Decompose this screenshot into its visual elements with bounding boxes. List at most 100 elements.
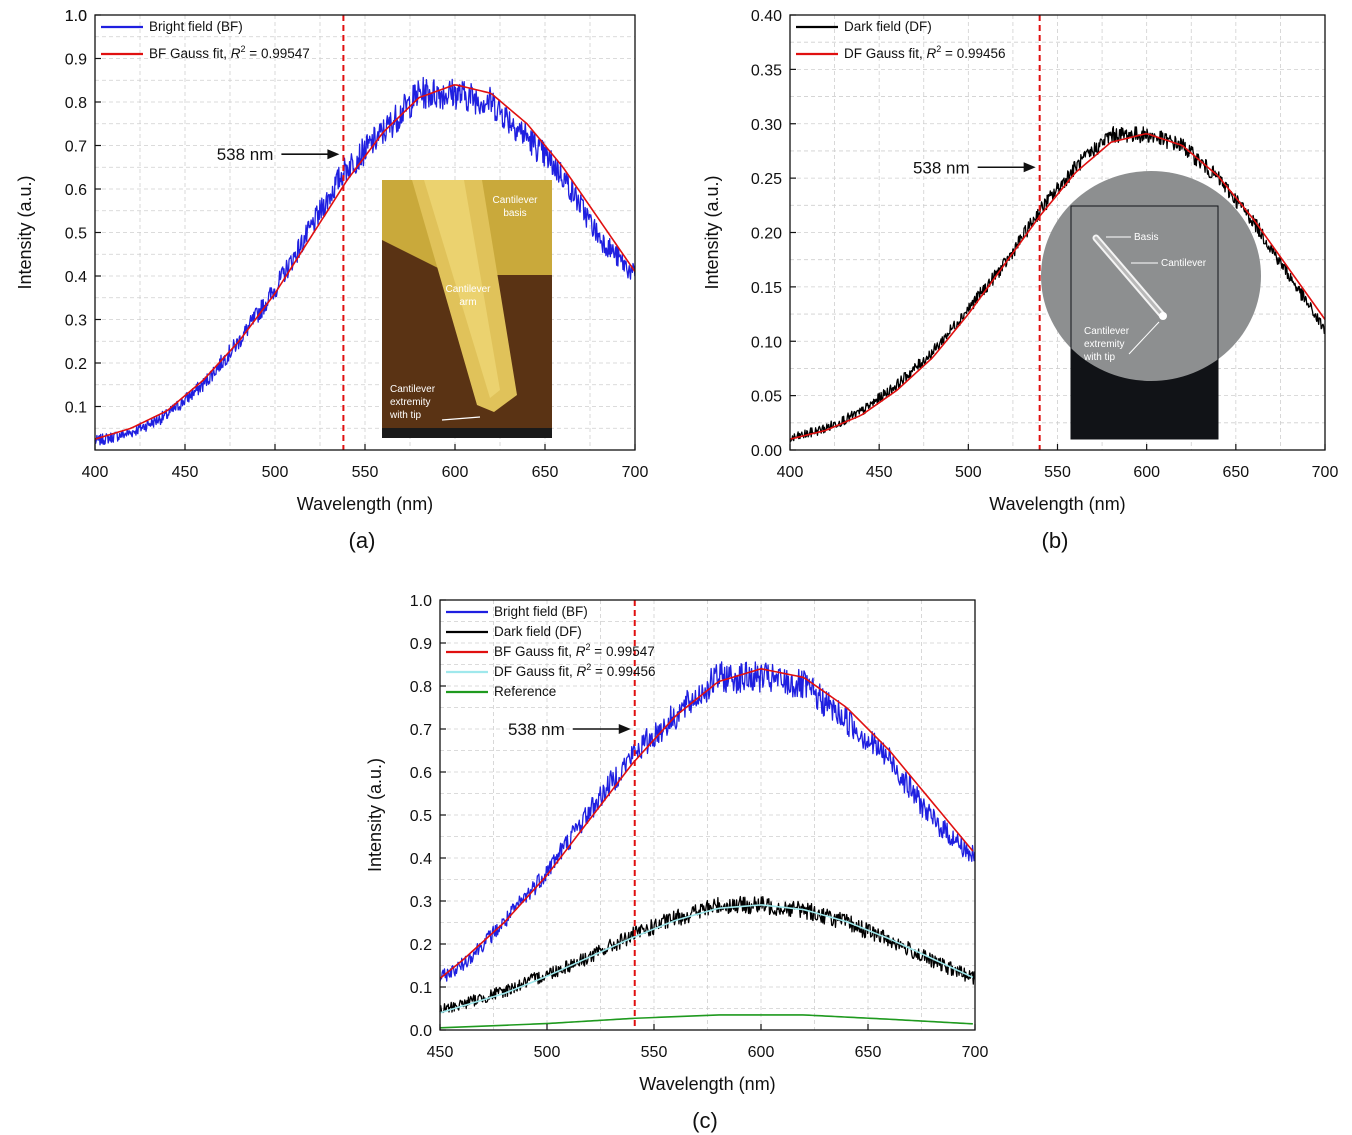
x-tick-label: 400 xyxy=(82,464,109,481)
inset-label: Cantilever xyxy=(390,384,436,395)
y-tick-label: 0.00 xyxy=(751,443,782,460)
legend-equals: = xyxy=(591,664,606,679)
x-tick-label: 450 xyxy=(172,464,199,481)
y-tick-label: 0.5 xyxy=(410,808,432,825)
y-tick-label: 0.4 xyxy=(65,269,87,286)
y-tick-label: 0.1 xyxy=(65,400,87,417)
x-tick-label: 650 xyxy=(532,464,559,481)
x-tick-label: 550 xyxy=(641,1044,668,1061)
legend-r-symbol: R xyxy=(927,46,937,61)
series-line-2 xyxy=(439,668,974,980)
inset-frame xyxy=(1070,205,1219,440)
wavelength-annotation: 538 nm xyxy=(217,145,340,164)
y-tick-label: 0.7 xyxy=(410,722,432,739)
y-tick-label: 0.8 xyxy=(410,679,432,696)
y-tick-label: 1.0 xyxy=(410,593,432,610)
legend-superscript: 2 xyxy=(586,662,591,672)
legend-superscript: 2 xyxy=(936,44,941,54)
grid xyxy=(94,14,636,451)
panel-label: (b) xyxy=(1042,528,1069,553)
legend-equals: = xyxy=(246,46,261,61)
legend-r-symbol: R xyxy=(577,664,587,679)
y-tick-label: 0.3 xyxy=(410,894,432,911)
x-axis-label: Wavelength (nm) xyxy=(639,1074,775,1094)
series-line-1 xyxy=(439,895,976,1014)
y-tick-label: 0.5 xyxy=(65,226,87,243)
y-tick-label: 0.2 xyxy=(410,937,432,954)
chart-panel-a: 400 450 500 550 600 650 700 0.1 0.2 0.3 0.4 0.5 0.6 0… xyxy=(15,8,648,553)
y-tick-label: 0.15 xyxy=(751,280,782,297)
inset-cantilever-core xyxy=(1094,236,1165,318)
inset-label: Cantilever xyxy=(1084,326,1130,337)
legend: Bright field (BF) BF Gauss fit, R2 = 0.99… xyxy=(101,19,310,61)
legend: Bright field (BF) Dark field (DF) BF Gauss… xyxy=(446,604,656,699)
legend-entry: DF Gauss fit, R2 = 0.99456 xyxy=(844,44,1006,61)
x-tick-label: 600 xyxy=(748,1044,775,1061)
chart-panel-c: 450 500 550 600 650 700 0.0 0.1 0.2 0.3 0.4 0.5 0.6 0… xyxy=(365,593,988,1133)
series-line-0 xyxy=(94,76,636,446)
legend-r2-value: 0.99456 xyxy=(957,46,1006,61)
series-line-4 xyxy=(439,1014,973,1029)
y-tick-label: 0.35 xyxy=(751,62,782,79)
legend-r2-value: 0.99456 xyxy=(607,664,656,679)
legend-entry: Dark field (DF) xyxy=(494,624,582,639)
y-tick-label: 0.05 xyxy=(751,389,782,406)
x-tick-label: 650 xyxy=(855,1044,882,1061)
inset-photo-cantilever: Cantilever basis Cantilever arm Cantilever ex… xyxy=(382,180,552,438)
inset-label: arm xyxy=(459,297,476,308)
y-tick-label: 0.0 xyxy=(410,1023,432,1040)
x-axis-label: Wavelength (nm) xyxy=(297,494,433,514)
legend-entry: Bright field (BF) xyxy=(149,19,243,34)
legend-r-symbol: R xyxy=(576,644,586,659)
inset-label: extremity xyxy=(390,397,431,408)
wavelength-annotation: 538 nm xyxy=(913,158,1036,177)
legend-r-symbol: R xyxy=(231,46,241,61)
x-axis-label: Wavelength (nm) xyxy=(989,494,1125,514)
wavelength-annotation: 538 nm xyxy=(508,720,631,739)
y-tick-label: 0.10 xyxy=(751,334,782,351)
legend-equals: = xyxy=(941,46,956,61)
x-tick-label: 500 xyxy=(262,464,289,481)
inset-arrow xyxy=(1128,321,1160,355)
legend-r2-value: 0.99547 xyxy=(606,644,655,659)
annotation-label: 538 nm xyxy=(508,720,565,739)
y-tick-label: 0.20 xyxy=(751,226,782,243)
y-tick-label: 0.4 xyxy=(410,851,432,868)
panel-label: (a) xyxy=(349,528,376,553)
legend-superscript: 2 xyxy=(586,642,591,652)
x-tick-label: 550 xyxy=(1044,464,1071,481)
series-line-3 xyxy=(439,904,974,1014)
y-tick-label: 0.30 xyxy=(751,117,782,134)
grid xyxy=(439,599,976,1031)
legend-entry: Bright field (BF) xyxy=(494,604,588,619)
x-tick-label: 600 xyxy=(1133,464,1160,481)
panel-label: (c) xyxy=(692,1108,718,1133)
annotation-label: 538 nm xyxy=(913,158,970,177)
y-axis-label: Intensity (a.u.) xyxy=(702,175,722,289)
inset-label: Basis xyxy=(1134,232,1158,243)
y-tick-label: 1.0 xyxy=(65,8,87,25)
legend-entry: DF Gauss fit, R2 = 0.99456 xyxy=(494,662,656,679)
legend-entry: Reference xyxy=(494,684,556,699)
annotation-label: 538 nm xyxy=(217,145,274,164)
legend-entry: BF Gauss fit, R2 = 0.99547 xyxy=(149,44,310,61)
y-tick-label: 0.7 xyxy=(65,139,87,156)
legend-entry: BF Gauss fit, R2 = 0.99547 xyxy=(494,642,655,659)
chart-panel-b: 400 450 500 550 600 650 700 0.00 0.05 0.10 0.15 0.2… xyxy=(702,8,1338,553)
y-tick-label: 0.40 xyxy=(751,8,782,25)
inset-bottom-edge xyxy=(382,428,552,438)
series-line-1 xyxy=(94,84,636,440)
x-tick-label: 700 xyxy=(962,1044,989,1061)
annotation-arrow-head xyxy=(1023,162,1036,173)
x-tick-label: 450 xyxy=(866,464,893,481)
y-tick-label: 0.2 xyxy=(65,356,87,373)
x-tick-label: 400 xyxy=(777,464,804,481)
inset-arrow xyxy=(441,416,481,421)
inset-photo-darkfield: Basis Cantilever Cantilever extremity with t… xyxy=(1041,171,1261,440)
y-tick-label: 0.3 xyxy=(65,313,87,330)
x-tick-label: 500 xyxy=(955,464,982,481)
x-tick-label: 600 xyxy=(442,464,469,481)
y-tick-label: 0.8 xyxy=(65,95,87,112)
x-tick-label: 700 xyxy=(622,464,649,481)
x-tick-label: 700 xyxy=(1312,464,1339,481)
